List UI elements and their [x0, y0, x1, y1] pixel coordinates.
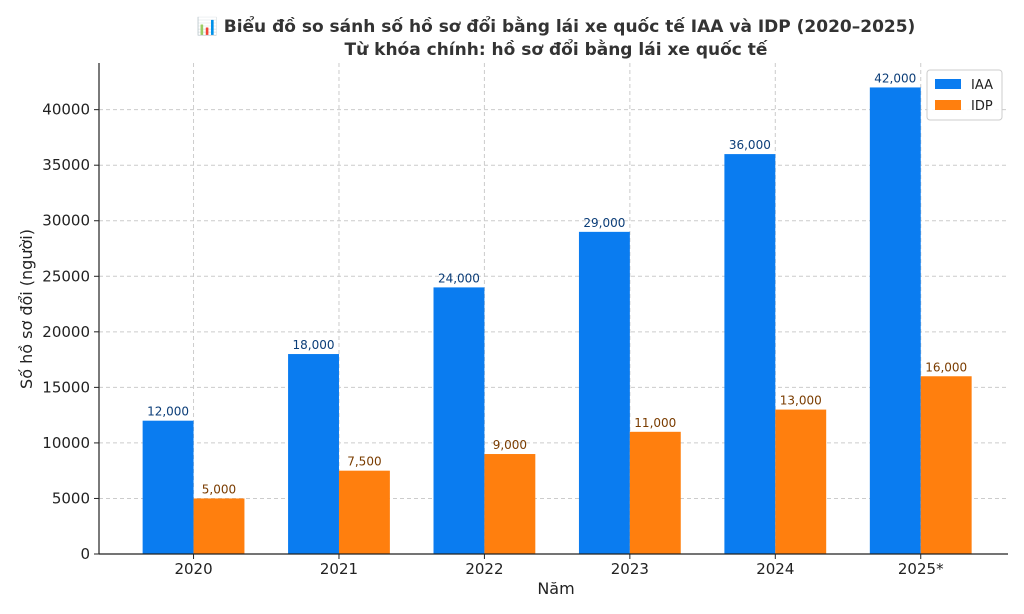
legend: IAA IDP [926, 69, 1003, 121]
bar-iaa-2022 [433, 287, 485, 554]
data-label-iaa: 18,000 [293, 338, 335, 352]
bar-idp-2021 [338, 470, 390, 554]
data-label-iaa: 36,000 [729, 138, 771, 152]
data-labels: 12,000 5,000 18,000 7,500 24,000 9,000 29,000 1… [147, 71, 967, 496]
legend-label-idp: IDP [971, 99, 993, 114]
legend-label-iaa: IAA [971, 78, 993, 93]
x-tick-label: 2024 [756, 560, 794, 578]
bar-idp-2023 [629, 431, 681, 554]
bar-idp-2025 [920, 376, 972, 554]
chart-subtitle: Từ khóa chính: hồ sơ đổi bằng lái xe quố… [345, 38, 768, 60]
x-tick-label: 2022 [465, 560, 503, 578]
y-tick-label: 30000 [42, 212, 90, 230]
data-label-idp: 9,000 [493, 438, 527, 452]
data-label-idp: 5,000 [202, 482, 236, 496]
y-tick-label: 40000 [42, 101, 90, 119]
x-tick-label: 2023 [611, 560, 649, 578]
y-axis-label: Số hồ sơ đổi (người) [17, 229, 36, 389]
x-tick-label: 2020 [174, 560, 212, 578]
data-label-idp: 16,000 [925, 360, 967, 374]
tick-labels: 0 5000 10000 15000 20000 25000 30000 35000 40000… [42, 101, 944, 578]
x-axis-label: Năm [537, 579, 574, 598]
data-label-idp: 11,000 [634, 416, 676, 430]
data-label-iaa: 12,000 [147, 405, 189, 419]
y-tick-label: 25000 [42, 267, 90, 285]
y-tick-label: 10000 [42, 434, 90, 452]
bar-iaa-2025 [869, 87, 921, 555]
y-tick-label: 35000 [42, 156, 90, 174]
bar-iaa-2021 [288, 354, 339, 554]
x-tick-label: 2025* [898, 560, 944, 578]
bar-idp-2024 [775, 409, 827, 554]
bar-idp-2020 [193, 498, 245, 554]
legend-swatch-iaa [935, 79, 961, 89]
data-label-idp: 13,000 [780, 394, 822, 408]
y-tick-label: 15000 [42, 378, 90, 396]
y-tick-label: 20000 [42, 323, 90, 341]
legend-swatch-idp [935, 100, 961, 110]
bar-iaa-2024 [724, 154, 776, 554]
data-label-iaa: 42,000 [874, 71, 916, 85]
data-label-iaa: 29,000 [583, 216, 625, 230]
axes [94, 63, 1008, 559]
bar-idp-2022 [484, 454, 536, 554]
data-label-idp: 7,500 [347, 455, 381, 469]
x-tick-label: 2021 [320, 560, 358, 578]
y-tick-label: 0 [80, 545, 90, 563]
data-label-iaa: 24,000 [438, 271, 480, 285]
y-tick-label: 5000 [52, 489, 90, 507]
bar-iaa-2020 [142, 420, 194, 554]
bars [142, 87, 972, 555]
chart-title: 📊 Biểu đồ so sánh số hồ sơ đổi bằng lái … [197, 15, 916, 37]
bar-iaa-2023 [578, 231, 630, 554]
